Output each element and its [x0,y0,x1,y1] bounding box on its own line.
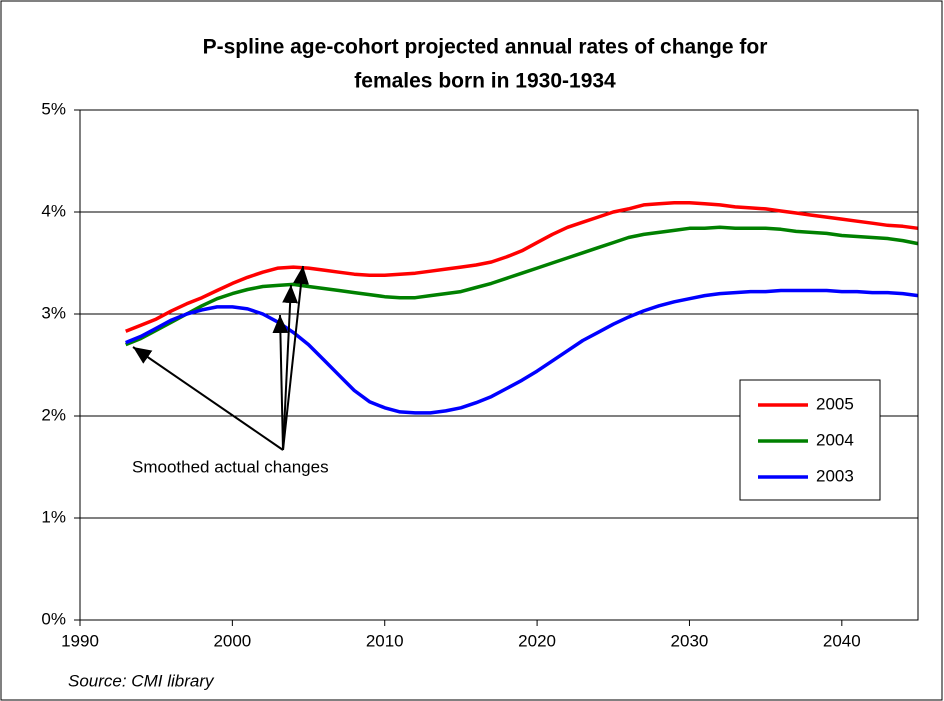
x-tick-label: 2030 [671,631,709,650]
chart-title: P-spline age-cohort projected annual rat… [203,36,768,59]
x-tick-label: 1990 [61,631,99,650]
series-line [125,288,919,415]
arrow [282,265,310,451]
chart-subtitle: females born in 1930-1934 [354,70,616,93]
arrow [132,346,284,451]
x-tick-label: 2020 [518,631,556,650]
arrow [282,284,299,451]
series-line [125,225,919,347]
y-tick-label: 3% [41,303,66,322]
plot-border [79,109,919,621]
series-line [125,201,919,333]
y-tick-label: 0% [41,609,66,628]
x-tick-label: 2040 [823,631,861,650]
x-tick-label: 2010 [366,631,404,650]
legend-label: 2005 [816,394,854,413]
legend-label: 2004 [816,430,854,449]
annotation: Smoothed actual changes [132,457,329,476]
annotation-arrows [132,265,310,451]
y-tick-label: 4% [41,201,66,220]
arrow [272,314,289,451]
y-tick-label: 5% [41,99,66,118]
x-tick-label: 2000 [213,631,251,650]
y-tick-label: 1% [41,507,66,526]
source: Source: CMI library [68,671,215,690]
y-tick-label: 2% [41,405,66,424]
legend-label: 2003 [816,466,854,485]
